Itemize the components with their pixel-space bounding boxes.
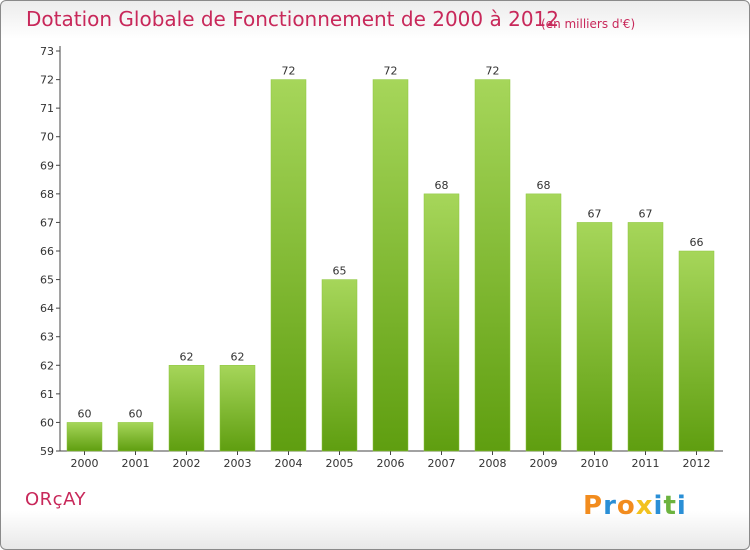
y-tick-label: 71 [40,102,54,115]
x-tick-label-2011: 2011 [632,457,660,470]
y-tick-label: 64 [40,302,54,315]
x-tick-label-2000: 2000 [71,457,99,470]
value-label-2001: 60 [129,407,143,420]
bar-2011 [627,222,664,452]
value-label-2003: 62 [231,350,245,363]
y-tick-label: 68 [40,188,54,201]
value-label-2009: 68 [537,179,551,192]
x-tick-label-2012: 2012 [683,457,711,470]
x-tick-label-2007: 2007 [428,457,456,470]
y-tick-label: 65 [40,274,54,287]
value-label-2008: 72 [486,65,500,78]
logo-letter: t [663,491,677,521]
logo-letter: o [616,491,636,521]
y-tick-label: 63 [40,331,54,344]
x-tick-label-2009: 2009 [530,457,558,470]
value-label-2012: 66 [690,236,704,249]
bar-2002 [168,365,205,452]
y-tick-label: 60 [40,416,54,429]
chart-subtitle: (en milliers d'€) [541,17,636,31]
value-label-2004: 72 [282,65,296,78]
bar-2010 [576,222,613,452]
y-tick-label: 67 [40,216,54,229]
bar-2003 [219,365,256,452]
y-tick-label: 69 [40,159,54,172]
chart-title: Dotation Globale de Fonctionnement de 20… [26,7,559,31]
value-label-2002: 62 [180,350,194,363]
x-tick-label-2002: 2002 [173,457,201,470]
y-tick-label: 59 [40,445,54,458]
value-label-2011: 67 [639,207,653,220]
proxiti-logo: Proxiti [583,491,687,521]
bar-2000 [66,422,103,452]
place-name: ORçAY [25,489,86,510]
bar-2012 [678,250,715,452]
bar-2008 [474,79,511,452]
value-label-2007: 68 [435,179,449,192]
logo-letter: P [583,491,604,521]
value-label-2010: 67 [588,207,602,220]
x-tick-label-2003: 2003 [224,457,252,470]
y-tick-label: 70 [40,131,54,144]
x-tick-label-2005: 2005 [326,457,354,470]
bar-2004 [270,79,307,452]
value-label-2000: 60 [78,407,92,420]
value-label-2005: 65 [333,265,347,278]
x-tick-label-2006: 2006 [377,457,405,470]
x-tick-label-2008: 2008 [479,457,507,470]
bar-2006 [372,79,409,452]
x-tick-label-2010: 2010 [581,457,609,470]
y-tick-label: 73 [40,45,54,58]
logo-letter: i [653,491,664,521]
y-tick-label: 72 [40,74,54,87]
y-tick-label: 66 [40,245,54,258]
bar-2001 [117,422,154,452]
logo-letter: x [635,491,654,521]
bar-2007 [423,193,460,452]
value-label-2006: 72 [384,65,398,78]
y-tick-label: 62 [40,359,54,372]
bar-2009 [525,193,562,452]
x-tick-label-2001: 2001 [122,457,150,470]
logo-letter: r [603,491,617,521]
x-tick-label-2004: 2004 [275,457,303,470]
bar-2005 [321,279,358,452]
logo-letter: i [676,491,687,521]
y-tick-label: 61 [40,388,54,401]
